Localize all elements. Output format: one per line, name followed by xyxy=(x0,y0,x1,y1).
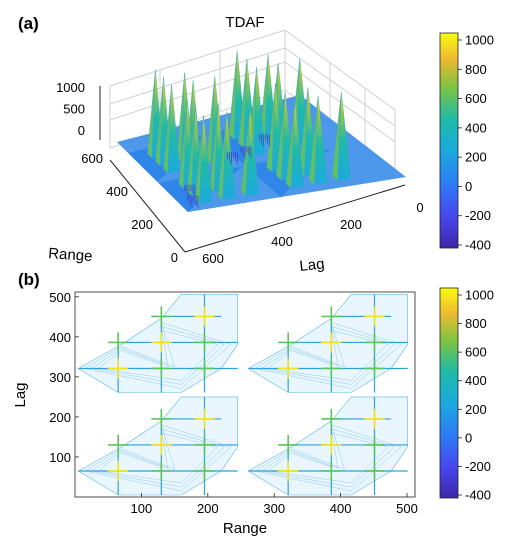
z-tick-label: 1000 xyxy=(56,80,85,95)
range-axis-label-a: Range xyxy=(48,245,93,265)
lag-axis-label-b: Lag xyxy=(12,382,29,407)
colorbar-tick-label: 600 xyxy=(465,91,487,106)
colorbar-tick-label: 0 xyxy=(465,179,472,194)
colorbar-tick-label: -200 xyxy=(465,459,491,474)
colorbar-tick-label: 1000 xyxy=(465,33,494,48)
colorbar-tick-label: 200 xyxy=(465,150,487,165)
colorbar-a xyxy=(439,32,459,249)
range-tick-label: 600 xyxy=(81,151,103,166)
y-tick-label: 200 xyxy=(49,410,71,425)
colorbar-tick-label: -200 xyxy=(465,208,491,223)
x-tick-label: 500 xyxy=(396,501,418,516)
range-tick-label: 400 xyxy=(106,184,128,199)
colorbar-b xyxy=(439,287,459,499)
colorbar-tick-label: 400 xyxy=(465,120,487,135)
x-tick-label: 400 xyxy=(330,501,352,516)
contour-ticks: 100 200 300 400 500 100 200 300 400 500 xyxy=(49,290,418,516)
lag-tick-label: 0 xyxy=(416,200,423,215)
lag-axis-label-a: Lag xyxy=(299,255,326,275)
colorbar-tick-label: 800 xyxy=(465,62,487,77)
y-tick-label: 100 xyxy=(49,450,71,465)
colorbar-tick-label: 200 xyxy=(465,402,487,417)
contour-plot xyxy=(77,294,408,496)
z-tick-label: 0 xyxy=(78,123,85,138)
panel-b-label: (b) xyxy=(18,270,40,289)
surface-peak-face xyxy=(245,107,260,197)
x-tick-label: 300 xyxy=(263,501,285,516)
colorbar-a-ticks: 1000 800 600 400 200 0 -200 -400 xyxy=(458,33,494,253)
surface-peak-face xyxy=(337,92,351,181)
surface-peak-face xyxy=(167,85,181,174)
lag-tick-label: 200 xyxy=(340,217,362,232)
x-tick-label: 100 xyxy=(131,501,153,516)
y-tick-label: 300 xyxy=(49,370,71,385)
chart-title: TDAF xyxy=(225,14,264,31)
x-tick-label: 200 xyxy=(197,501,219,516)
range-tick-label: 200 xyxy=(131,217,153,232)
z-tick-label: 500 xyxy=(63,102,85,117)
colorbar-tick-label: 400 xyxy=(465,373,487,388)
surface-box-front xyxy=(99,86,406,253)
y-tick-label: 400 xyxy=(49,330,71,345)
y-tick-label: 500 xyxy=(49,290,71,305)
surface-peak-face xyxy=(290,99,305,189)
surface-plot: 1000 500 0 0 200 400 600 0 200 400 600 xyxy=(56,50,424,266)
panel-a-label: (a) xyxy=(18,14,39,33)
colorbar-tick-label: -400 xyxy=(465,488,491,503)
colorbar-b-ticks: 1000 800 600 400 200 0 -200 -400 xyxy=(458,288,494,503)
surface-peak-face xyxy=(314,96,328,185)
colorbar-tick-label: 800 xyxy=(465,316,487,331)
colorbar-tick-label: 600 xyxy=(465,345,487,360)
lag-tick-label: 600 xyxy=(202,251,224,266)
colorbar-tick-label: -400 xyxy=(465,238,491,253)
surface-peak-face xyxy=(199,115,213,204)
range-tick-label: 0 xyxy=(171,250,178,265)
surface-peak-face xyxy=(253,67,266,157)
lag-tick-label: 400 xyxy=(271,234,293,249)
range-axis-label-b: Range xyxy=(223,520,267,537)
colorbar-tick-label: 1000 xyxy=(465,288,494,303)
colorbar-tick-label: 0 xyxy=(465,430,472,445)
